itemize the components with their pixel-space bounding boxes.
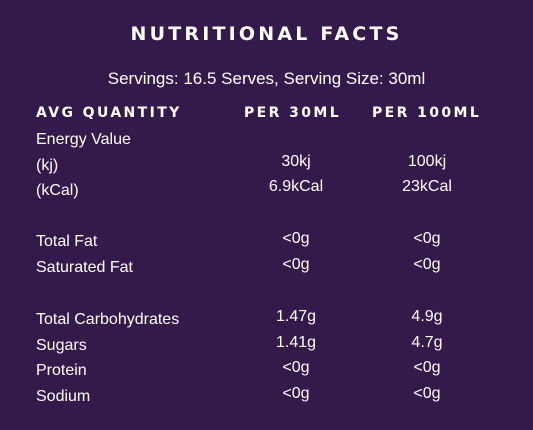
energy-value-label: Energy Value: [36, 131, 131, 148]
row-label-kj: (kj): [36, 157, 59, 174]
row-label-total-fat: Total Fat: [36, 233, 98, 250]
row-saturated-fat-per100: <0g: [413, 256, 441, 273]
row-kcal-per100: 23kCal: [402, 178, 452, 195]
row-label-total-carbohydrates: Total Carbohydrates: [36, 311, 180, 328]
row-sugars-per100: 4.7g: [411, 334, 443, 351]
page-title: NUTRITIONAL FACTS: [130, 23, 403, 45]
row-protein-per100: <0g: [413, 359, 441, 376]
row-sugars-per30: 1.41g: [275, 334, 317, 351]
row-total-carbohydrates-per30: 1.47g: [275, 308, 317, 325]
row-sodium-per100: <0g: [413, 385, 441, 402]
column-header-avg-quantity: AVG QUANTITY: [36, 105, 182, 121]
column-header-per-30ml: PER 30ML: [244, 105, 342, 121]
row-protein-per30: <0g: [282, 359, 310, 376]
row-kj-per30: 30kj: [281, 153, 311, 170]
row-label-sodium: Sodium: [36, 388, 91, 405]
row-sodium-per30: <0g: [282, 385, 310, 402]
row-label-sugars: Sugars: [36, 337, 87, 354]
column-header-per-100ml: PER 100ML: [372, 105, 482, 121]
row-kcal-per30: 6.9kCal: [268, 178, 324, 195]
row-label-saturated-fat: Saturated Fat: [36, 259, 133, 276]
row-label-kcal: (kCal): [36, 182, 79, 199]
row-total-carbohydrates-per100: 4.9g: [411, 308, 443, 325]
row-label-protein: Protein: [36, 362, 87, 379]
row-total-fat-per100: <0g: [413, 230, 441, 247]
servings-info: Servings: 16.5 Serves, Serving Size: 30m…: [107, 69, 426, 88]
row-kj-per100: 100kj: [407, 153, 447, 170]
row-saturated-fat-per30: <0g: [282, 256, 310, 273]
row-total-fat-per30: <0g: [282, 230, 310, 247]
